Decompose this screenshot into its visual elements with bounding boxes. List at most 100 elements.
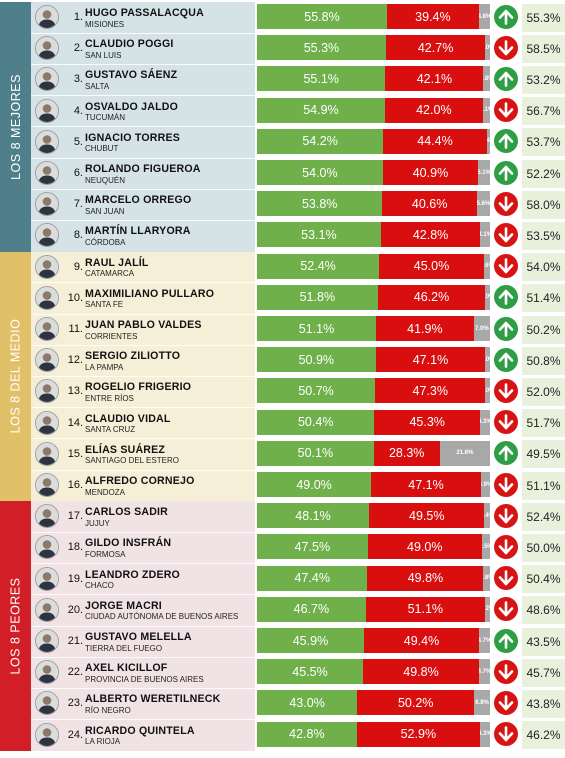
disapproval-value-label: 42.1% — [416, 71, 453, 86]
rank-number: 5. — [73, 135, 83, 148]
approval-value-label: 47.5% — [294, 539, 331, 554]
no-answer-value-label: 3.1% — [483, 107, 490, 114]
disapproval-bar: 49.8% — [367, 565, 484, 591]
no-answer-value-label: 4.1% — [480, 231, 490, 238]
trend-down-arrow-icon — [494, 35, 518, 60]
governor-name: GUSTAVO SÁENZ — [85, 69, 178, 82]
governor-avatar — [35, 535, 59, 560]
approval-value-label: 53.1% — [301, 227, 337, 242]
governor-name: ALBERTO WERETILNECK — [85, 693, 221, 706]
governor-avatar — [35, 629, 59, 653]
no-answer-value-label: 2.0% — [485, 44, 490, 51]
disapproval-bar: 51.1% — [365, 596, 485, 622]
rank-number: 4. — [73, 104, 83, 117]
no-answer-bar: 4.8% — [478, 4, 490, 29]
disapproval-bar: 42.1% — [385, 66, 484, 92]
disapproval-bar: 42.7% — [385, 35, 486, 61]
trend-down-arrow-icon — [494, 222, 518, 247]
disapproval-value-label: 42.0% — [416, 103, 452, 118]
approval-bar: 42.8% — [257, 721, 357, 747]
no-answer-bar: 5.1% — [478, 160, 490, 185]
no-answer-value-label: 1.4% — [486, 138, 490, 145]
province-name: CHUBUT — [85, 144, 119, 154]
disapproval-value-label: 40.9% — [412, 165, 449, 180]
trend-up-arrow-icon — [494, 347, 518, 372]
rank-number: 20. — [67, 603, 83, 616]
approval-value-label: 42.8% — [289, 727, 325, 742]
governor-avatar — [35, 348, 59, 373]
governor-name: MARCELO ORREGO — [85, 194, 192, 207]
previous-approval-value: 51.7% — [522, 409, 565, 438]
approval-bar: 46.7% — [257, 596, 366, 622]
disapproval-bar: 45.3% — [374, 409, 480, 435]
approval-value-label: 50.1% — [297, 446, 334, 461]
no-answer-bar: 2.0% — [485, 284, 490, 310]
rank-number: 19. — [67, 572, 83, 585]
rank-number: 16. — [67, 479, 83, 491]
rank-number: 17. — [67, 510, 83, 523]
trend-up-arrow-icon — [494, 285, 518, 310]
approval-value-label: 50.4% — [297, 415, 334, 430]
no-answer-bar: 3.5% — [481, 534, 490, 560]
disapproval-value-label: 49.8% — [403, 664, 439, 679]
province-name: CATAMARCA — [85, 269, 135, 279]
governor-name: MAXIMILIANO PULLARO — [85, 287, 215, 300]
approval-value-label: 51.8% — [299, 290, 336, 305]
no-answer-value-label: 21.6% — [456, 450, 474, 457]
governor-name: GILDO INSFRÁN — [85, 537, 172, 550]
rank-number: 12. — [67, 354, 83, 367]
disapproval-value-label: 52.9% — [400, 727, 437, 742]
previous-approval-value: 51.4% — [522, 284, 565, 313]
rank-number: 14. — [67, 416, 83, 429]
previous-approval-value: 52.0% — [522, 377, 565, 406]
group-label-text: LOS 8 MEJORES — [8, 73, 23, 180]
no-answer-bar: 3.9% — [480, 472, 490, 497]
group-label: LOS 8 DEL MEDIO — [0, 252, 31, 502]
disapproval-value-label: 44.4% — [417, 134, 453, 149]
governor-avatar — [35, 129, 59, 154]
approval-bar: 45.9% — [257, 628, 364, 653]
disapproval-value-label: 47.1% — [412, 352, 449, 367]
no-answer-value-label: 4.7% — [479, 637, 490, 644]
previous-approval-value: 50.2% — [522, 315, 565, 344]
group-side-strip — [0, 2, 31, 252]
trend-down-arrow-icon — [494, 659, 518, 684]
disapproval-value-label: 49.0% — [407, 539, 443, 554]
province-name: TUCUMÁN — [85, 113, 125, 123]
approval-value-label: 53.8% — [301, 196, 338, 211]
province-name: MENDOZA — [85, 487, 125, 497]
province-name: SALTA — [85, 81, 110, 91]
previous-approval-value: 50.8% — [522, 346, 565, 375]
approval-value-label: 55.1% — [303, 71, 339, 86]
disapproval-value-label: 40.6% — [411, 196, 448, 211]
approval-value-label: 54.0% — [302, 165, 338, 180]
group-side-strip — [0, 501, 31, 751]
governor-name: CLAUDIO POGGI — [85, 38, 174, 51]
rank-number: 10. — [67, 291, 83, 304]
governor-avatar — [35, 67, 59, 92]
no-answer-bar: 2.8% — [483, 66, 490, 92]
rank-number: 3. — [73, 73, 83, 86]
row-separator — [31, 407, 255, 409]
no-answer-value-label: 2.0% — [485, 294, 490, 301]
approval-value-label: 48.1% — [295, 508, 331, 523]
previous-approval-value: 53.5% — [522, 221, 565, 250]
governor-name: RICARDO QUINTELA — [85, 724, 195, 737]
rank-number: 24. — [67, 728, 83, 741]
governor-avatar — [35, 597, 59, 622]
previous-approval-value: 55.3% — [522, 3, 565, 32]
governor-name: JORGE MACRI — [85, 599, 162, 612]
trend-down-arrow-icon — [494, 191, 518, 216]
rank-number: 18. — [67, 541, 83, 554]
approval-value-label: 50.7% — [298, 383, 334, 398]
disapproval-value-label: 45.3% — [409, 415, 445, 430]
disapproval-bar: 49.4% — [363, 628, 480, 653]
approval-bar: 49.0% — [257, 472, 372, 497]
previous-approval-value: 52.2% — [522, 159, 565, 188]
governor-name: AXEL KICILLOF — [85, 662, 168, 675]
disapproval-value-label: 42.7% — [417, 40, 454, 55]
trend-up-arrow-icon — [494, 441, 518, 466]
no-answer-value-label: 2.6% — [484, 263, 490, 270]
rank-number: 2. — [73, 42, 83, 55]
disapproval-bar: 28.3% — [373, 440, 440, 466]
